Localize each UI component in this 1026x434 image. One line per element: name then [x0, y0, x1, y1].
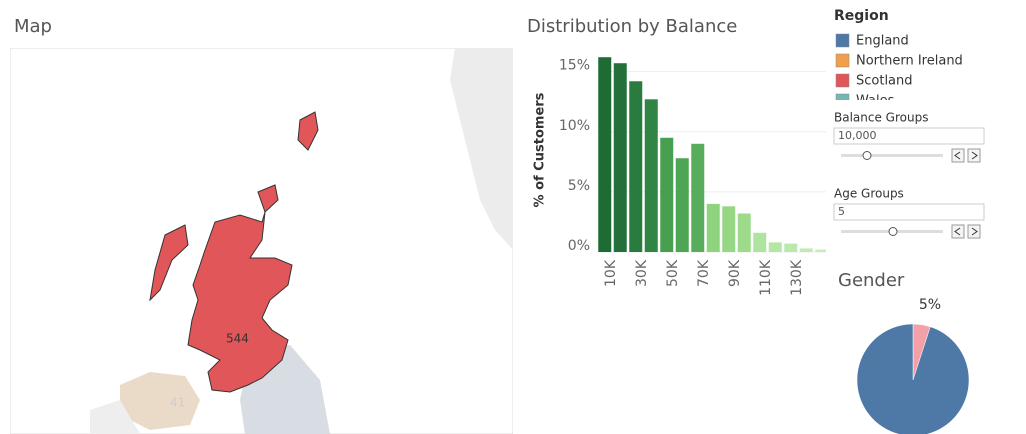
bar[interactable]	[613, 63, 627, 252]
bar[interactable]	[644, 99, 658, 252]
scotland-island	[257, 184, 279, 213]
legend-label[interactable]: England	[856, 34, 909, 49]
bar[interactable]	[598, 57, 612, 252]
x-tick-label: 90K	[727, 259, 743, 287]
next-button[interactable]	[967, 148, 981, 163]
bar[interactable]	[675, 158, 689, 252]
legend-swatch[interactable]	[835, 53, 850, 68]
filter-value: 5	[838, 205, 845, 218]
legend-swatch[interactable]	[835, 93, 850, 107]
legend-swatch[interactable]	[835, 73, 850, 88]
scotland	[187, 211, 293, 393]
map-label: 41	[170, 396, 185, 410]
legend-swatch[interactable]	[835, 33, 850, 48]
bar[interactable]	[629, 81, 643, 252]
slider-thumb[interactable]	[862, 151, 872, 160]
x-tick-label: 10K	[603, 259, 619, 287]
filter-value: 10,000	[838, 129, 877, 142]
slider-track	[841, 154, 943, 157]
x-tick-label: 50K	[665, 259, 681, 287]
slider-thumb[interactable]	[888, 227, 898, 236]
northern-ireland	[120, 372, 200, 430]
y-tick-label: 15%	[559, 58, 590, 74]
bar[interactable]	[691, 143, 705, 252]
filter-label: Balance Groups	[834, 111, 928, 125]
next-icon	[971, 227, 978, 236]
y-tick-label: 0%	[568, 238, 590, 254]
bar[interactable]	[722, 206, 736, 252]
scotland-island	[149, 224, 189, 302]
map-label: 544	[226, 332, 249, 346]
pie-slice[interactable]	[856, 323, 970, 434]
map[interactable]: 544 41	[10, 48, 513, 434]
pie-label: 5%	[919, 297, 941, 313]
prev-icon	[954, 151, 961, 160]
bar[interactable]	[799, 248, 813, 252]
prev-button[interactable]	[951, 224, 965, 239]
bar[interactable]	[737, 213, 751, 252]
bar[interactable]	[706, 203, 720, 252]
chart-title: Distribution by Balance	[527, 16, 737, 37]
bar[interactable]	[660, 137, 674, 252]
bar[interactable]	[815, 249, 828, 252]
next-button[interactable]	[967, 224, 981, 239]
y-tick-label: 10%	[559, 118, 590, 134]
prev-button[interactable]	[951, 148, 965, 163]
y-axis-label: % of Customers	[533, 92, 548, 207]
legend-label[interactable]: Scotland	[856, 74, 913, 89]
bar[interactable]	[753, 232, 767, 252]
legend-title: Region	[834, 8, 889, 24]
filter-label: Age Groups	[834, 187, 904, 201]
y-tick-label: 5%	[568, 178, 590, 194]
legend-label[interactable]: Northern Ireland	[856, 54, 963, 69]
legend-label[interactable]: Wales	[856, 94, 895, 109]
x-tick-label: 70K	[696, 259, 712, 287]
x-tick-label: 130K	[789, 259, 805, 296]
filter-input[interactable]	[833, 203, 985, 221]
scotland-island	[297, 111, 319, 151]
bar[interactable]	[784, 243, 798, 252]
x-tick-label: 30K	[634, 259, 650, 287]
x-tick-label: 110K	[758, 259, 774, 296]
prev-icon	[954, 227, 961, 236]
land	[90, 400, 140, 434]
next-icon	[971, 151, 978, 160]
filter-input[interactable]	[833, 127, 985, 145]
bar[interactable]	[768, 242, 782, 252]
map-title: Map	[14, 16, 52, 37]
land	[450, 48, 513, 250]
pie-title: Gender	[838, 270, 905, 291]
